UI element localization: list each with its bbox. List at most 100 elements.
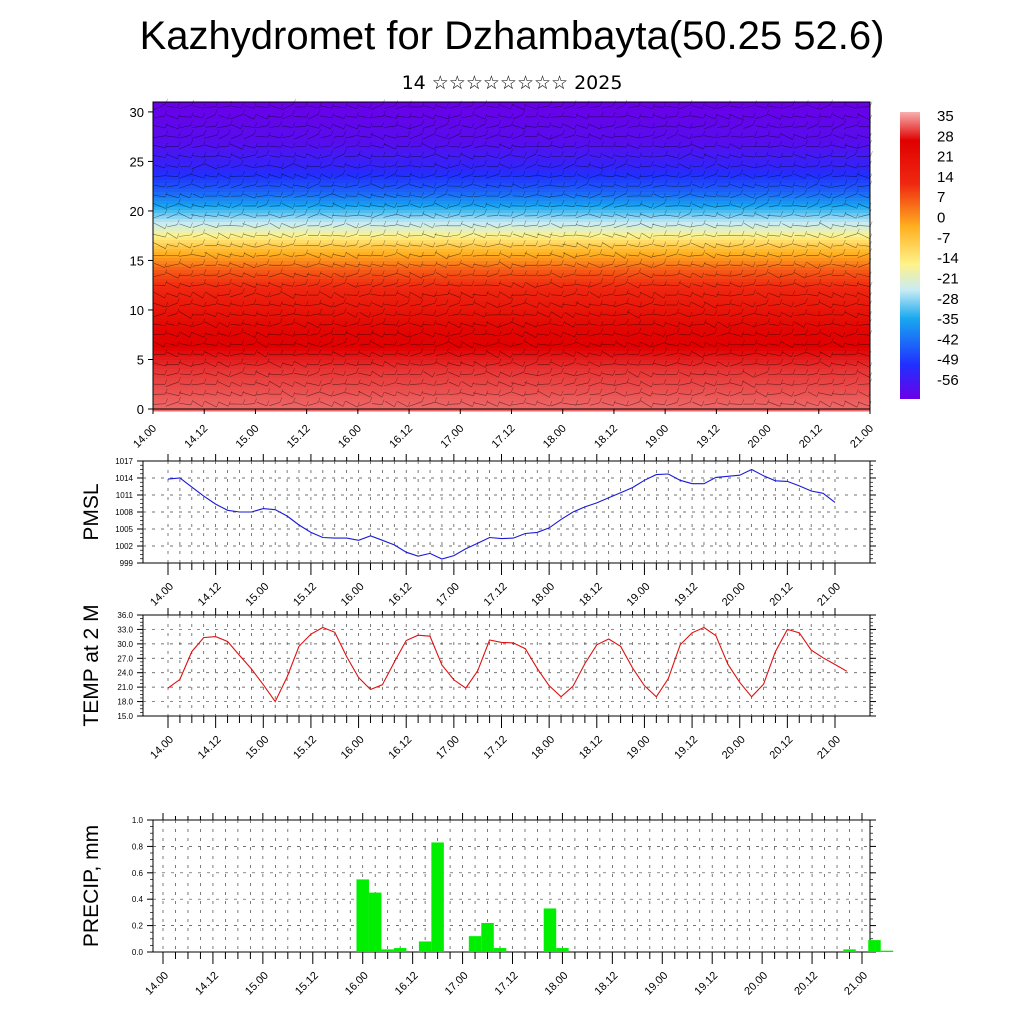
wind-barb-flag bbox=[561, 302, 565, 308]
wind-barb bbox=[217, 294, 229, 297]
wind-barb bbox=[396, 194, 409, 198]
wind-barb-flag bbox=[600, 111, 604, 117]
wind-barb-flag bbox=[600, 182, 603, 188]
wind-barb bbox=[589, 402, 600, 406]
wind-barb-flag bbox=[395, 220, 399, 226]
wind-barb-flag bbox=[242, 348, 245, 354]
wind-barb-flag bbox=[331, 159, 334, 165]
x-tick-label: 15.00 bbox=[243, 581, 271, 609]
wind-barb-flag bbox=[177, 340, 180, 347]
wind-barb bbox=[230, 391, 242, 397]
heatmap-band bbox=[153, 198, 870, 202]
wind-barb bbox=[422, 353, 434, 356]
wind-barb-flag bbox=[612, 111, 616, 118]
wind-barb bbox=[448, 133, 460, 140]
wind-barb-flag bbox=[561, 367, 564, 374]
wind-barb-flag bbox=[601, 141, 604, 147]
wind-barb-flag bbox=[292, 392, 295, 398]
wind-barb-flag bbox=[536, 170, 539, 176]
heatmap-band bbox=[153, 159, 870, 163]
wind-barb-flag bbox=[600, 300, 603, 306]
wind-barb bbox=[371, 144, 383, 149]
wind-barb-flag bbox=[549, 259, 553, 265]
wind-barb bbox=[370, 293, 384, 297]
wind-barb-flag bbox=[573, 357, 577, 363]
wind-barb bbox=[423, 283, 434, 288]
wind-barb bbox=[397, 331, 409, 338]
wind-barb-flag bbox=[625, 368, 629, 374]
wind-barb bbox=[384, 313, 395, 317]
wind-barb bbox=[333, 124, 345, 130]
wind-barb-flag bbox=[485, 130, 488, 136]
precip-bar bbox=[493, 948, 507, 952]
wind-barb bbox=[397, 391, 408, 397]
wind-barb bbox=[499, 223, 512, 228]
wind-barb-flag bbox=[599, 123, 603, 130]
wind-barb bbox=[436, 373, 447, 376]
wind-barb bbox=[370, 194, 384, 198]
wind-barb bbox=[447, 283, 461, 287]
wind-barb-flag bbox=[165, 142, 168, 149]
wind-barb bbox=[473, 123, 486, 130]
wind-barb bbox=[255, 243, 269, 248]
wind-barb bbox=[589, 124, 601, 130]
wind-barb bbox=[320, 353, 332, 356]
wind-barb-flag bbox=[638, 133, 641, 139]
wind-barb bbox=[562, 243, 576, 248]
wind-barb bbox=[205, 303, 217, 307]
wind-barb-flag bbox=[331, 219, 334, 225]
wind-barb-flag bbox=[471, 222, 475, 229]
wind-barb-flag bbox=[331, 337, 334, 343]
wind-barb-flag bbox=[407, 141, 411, 147]
wind-barb-flag bbox=[344, 102, 348, 109]
wind-barb-flag bbox=[279, 200, 282, 206]
wind-barb bbox=[549, 234, 564, 238]
wind-barb bbox=[319, 115, 332, 119]
wind-barb bbox=[602, 283, 614, 288]
wind-barb-flag bbox=[408, 199, 411, 206]
wind-barb bbox=[371, 283, 383, 288]
wind-barb bbox=[589, 254, 600, 257]
wind-barb-flag bbox=[599, 370, 603, 377]
wind-barb-flag bbox=[331, 239, 334, 245]
wind-barb-flag bbox=[203, 309, 206, 316]
wind-barb-flag bbox=[549, 172, 553, 178]
wind-barb-flag bbox=[394, 340, 398, 346]
wind-barb bbox=[166, 165, 178, 168]
wind-barb-flag bbox=[292, 368, 295, 374]
wind-barb-flag bbox=[357, 302, 360, 308]
wind-barb-flag bbox=[190, 313, 194, 319]
wind-barb-flag bbox=[343, 292, 346, 298]
wind-barb-flag bbox=[547, 291, 551, 298]
wind-barb-flag bbox=[331, 358, 334, 364]
wind-barb bbox=[410, 165, 421, 168]
wind-barb-flag bbox=[344, 148, 347, 155]
x-tick-label: 14.00 bbox=[148, 734, 176, 762]
heatmap-band bbox=[153, 282, 870, 286]
wind-barb bbox=[589, 393, 600, 395]
wind-barb-flag bbox=[522, 129, 526, 135]
wind-barb-flag bbox=[177, 123, 181, 129]
wind-barb-flag bbox=[432, 222, 436, 229]
wind-barb bbox=[564, 362, 575, 367]
wind-barb-flag bbox=[498, 330, 502, 337]
wind-barb bbox=[154, 342, 165, 348]
wind-barb-flag bbox=[537, 220, 540, 226]
wind-barb-flag bbox=[625, 159, 628, 165]
data-line bbox=[167, 626, 848, 703]
wind-barb bbox=[306, 382, 320, 386]
wind-barb bbox=[563, 263, 575, 267]
wind-barb bbox=[217, 381, 230, 388]
wind-barb bbox=[166, 293, 178, 298]
wind-barb-flag bbox=[638, 292, 642, 298]
heatmap-band bbox=[153, 267, 870, 271]
wind-barb bbox=[551, 392, 562, 397]
wind-barb-flag bbox=[292, 360, 295, 366]
y-tick-label: 0.8 bbox=[132, 842, 144, 851]
heatmap-band bbox=[153, 258, 870, 262]
wind-barb bbox=[472, 294, 487, 297]
wind-barb-flag bbox=[523, 220, 527, 226]
wind-barb-flag bbox=[215, 121, 219, 127]
wind-barb-flag bbox=[190, 262, 193, 269]
